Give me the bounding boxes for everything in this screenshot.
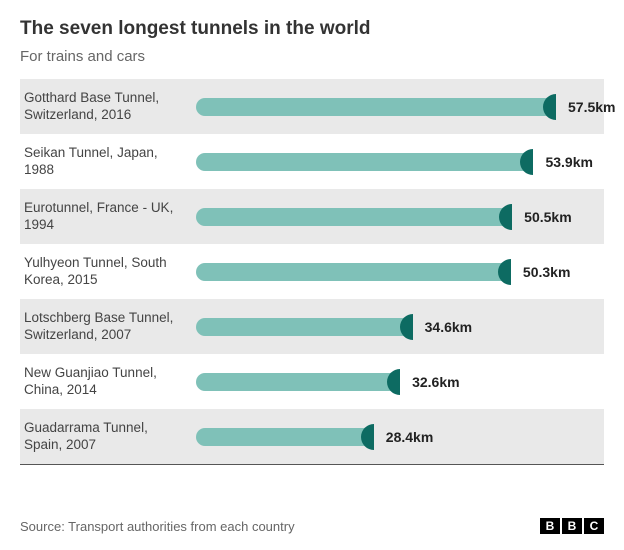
bar-area: 50.3km <box>196 244 604 299</box>
source-text: Source: Transport authorities from each … <box>20 519 295 534</box>
bar-area: 53.9km <box>196 134 604 189</box>
bar <box>196 208 512 226</box>
bar-value: 50.5km <box>524 209 571 225</box>
bar-value: 34.6km <box>425 319 472 335</box>
bar-label: Guadarrama Tunnel, Spain, 2007 <box>20 420 196 454</box>
bar-label: Eurotunnel, France - UK, 1994 <box>20 200 196 234</box>
bar <box>196 153 533 171</box>
bar-value: 50.3km <box>523 264 570 280</box>
tunnel-cap-icon <box>400 314 413 340</box>
tunnel-cap-icon <box>499 204 512 230</box>
bar-row: Gotthard Base Tunnel, Switzerland, 20165… <box>20 79 604 134</box>
bar-label: Yulhyeon Tunnel, South Korea, 2015 <box>20 255 196 289</box>
bar-label: New Guanjiao Tunnel, China, 2014 <box>20 365 196 399</box>
bar <box>196 263 511 281</box>
tunnel-cap-icon <box>520 149 533 175</box>
bar-area: 50.5km <box>196 189 604 244</box>
bar-row: Eurotunnel, France - UK, 1994 50.5km <box>20 189 604 244</box>
chart-title: The seven longest tunnels in the world <box>20 18 604 40</box>
bar-row: Seikan Tunnel, Japan, 1988 53.9km <box>20 134 604 189</box>
bbc-logo: BBC <box>540 518 604 534</box>
tunnel-cap-icon <box>387 369 400 395</box>
chart-subtitle: For trains and cars <box>20 48 604 65</box>
bar-chart: Gotthard Base Tunnel, Switzerland, 20165… <box>20 79 604 465</box>
bbc-logo-block: B <box>562 518 582 534</box>
bar-label: Gotthard Base Tunnel, Switzerland, 2016 <box>20 90 196 124</box>
bar-row: Lotschberg Base Tunnel, Switzerland, 200… <box>20 299 604 354</box>
tunnel-cap-icon <box>361 424 374 450</box>
bar-area: 34.6km <box>196 299 604 354</box>
bbc-logo-block: B <box>540 518 560 534</box>
bar-row: Yulhyeon Tunnel, South Korea, 2015 50.3km <box>20 244 604 299</box>
tunnel-cap-icon <box>498 259 511 285</box>
bar <box>196 98 556 116</box>
bar-value: 28.4km <box>386 429 433 445</box>
bar-label: Lotschberg Base Tunnel, Switzerland, 200… <box>20 310 196 344</box>
bar <box>196 428 374 446</box>
bar-value: 57.5km <box>568 99 615 115</box>
bar-row: New Guanjiao Tunnel, China, 2014 32.6km <box>20 354 604 409</box>
chart-footer: Source: Transport authorities from each … <box>20 518 604 534</box>
bar-label: Seikan Tunnel, Japan, 1988 <box>20 145 196 179</box>
bar-value: 32.6km <box>412 374 459 390</box>
bar-area: 57.5km <box>196 79 604 134</box>
tunnel-cap-icon <box>543 94 556 120</box>
bbc-logo-block: C <box>584 518 604 534</box>
bar <box>196 318 413 336</box>
bar-area: 32.6km <box>196 354 604 409</box>
bar-value: 53.9km <box>545 154 592 170</box>
bar <box>196 373 400 391</box>
bar-area: 28.4km <box>196 409 604 464</box>
bar-row: Guadarrama Tunnel, Spain, 2007 28.4km <box>20 409 604 464</box>
